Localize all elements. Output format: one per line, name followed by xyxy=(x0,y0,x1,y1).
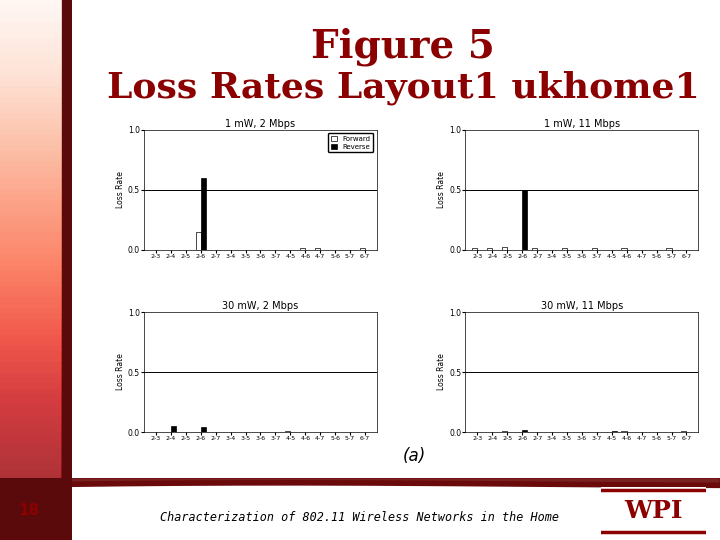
Bar xyxy=(522,190,528,249)
Bar xyxy=(300,248,305,249)
Title: 1 mW, 2 Mbps: 1 mW, 2 Mbps xyxy=(225,119,295,129)
Bar xyxy=(201,178,206,249)
Bar xyxy=(315,248,320,249)
Bar xyxy=(592,248,597,249)
Bar xyxy=(666,248,672,249)
Bar xyxy=(562,248,567,249)
Bar xyxy=(621,248,626,249)
Bar xyxy=(532,248,537,249)
Bar xyxy=(196,232,201,249)
Text: WPI: WPI xyxy=(624,500,683,523)
Bar xyxy=(502,431,508,432)
Bar xyxy=(201,427,206,432)
Text: Loss Rates Layout1 ukhome1: Loss Rates Layout1 ukhome1 xyxy=(107,70,700,105)
Y-axis label: Loss Rate: Loss Rate xyxy=(437,354,446,390)
Bar xyxy=(472,248,477,249)
Bar xyxy=(171,426,176,432)
Bar xyxy=(487,248,492,249)
Legend: Forward, Reverse: Forward, Reverse xyxy=(328,133,374,152)
Bar xyxy=(681,431,686,432)
Text: 18: 18 xyxy=(18,503,40,518)
Bar xyxy=(621,431,626,432)
Y-axis label: Loss Rate: Loss Rate xyxy=(437,171,446,208)
Bar xyxy=(502,247,508,249)
Y-axis label: Loss Rate: Loss Rate xyxy=(116,171,125,208)
Text: Characterization of 802.11 Wireless Networks in the Home: Characterization of 802.11 Wireless Netw… xyxy=(161,511,559,524)
Bar xyxy=(522,430,528,432)
Text: Figure 5: Figure 5 xyxy=(311,27,495,65)
Bar xyxy=(285,431,290,432)
Bar xyxy=(612,431,617,432)
Bar xyxy=(360,248,365,249)
Title: 30 mW, 2 Mbps: 30 mW, 2 Mbps xyxy=(222,301,299,311)
Title: 30 mW, 11 Mbps: 30 mW, 11 Mbps xyxy=(541,301,623,311)
Y-axis label: Loss Rate: Loss Rate xyxy=(116,354,125,390)
Text: (a): (a) xyxy=(402,447,426,465)
Title: 1 mW, 11 Mbps: 1 mW, 11 Mbps xyxy=(544,119,620,129)
